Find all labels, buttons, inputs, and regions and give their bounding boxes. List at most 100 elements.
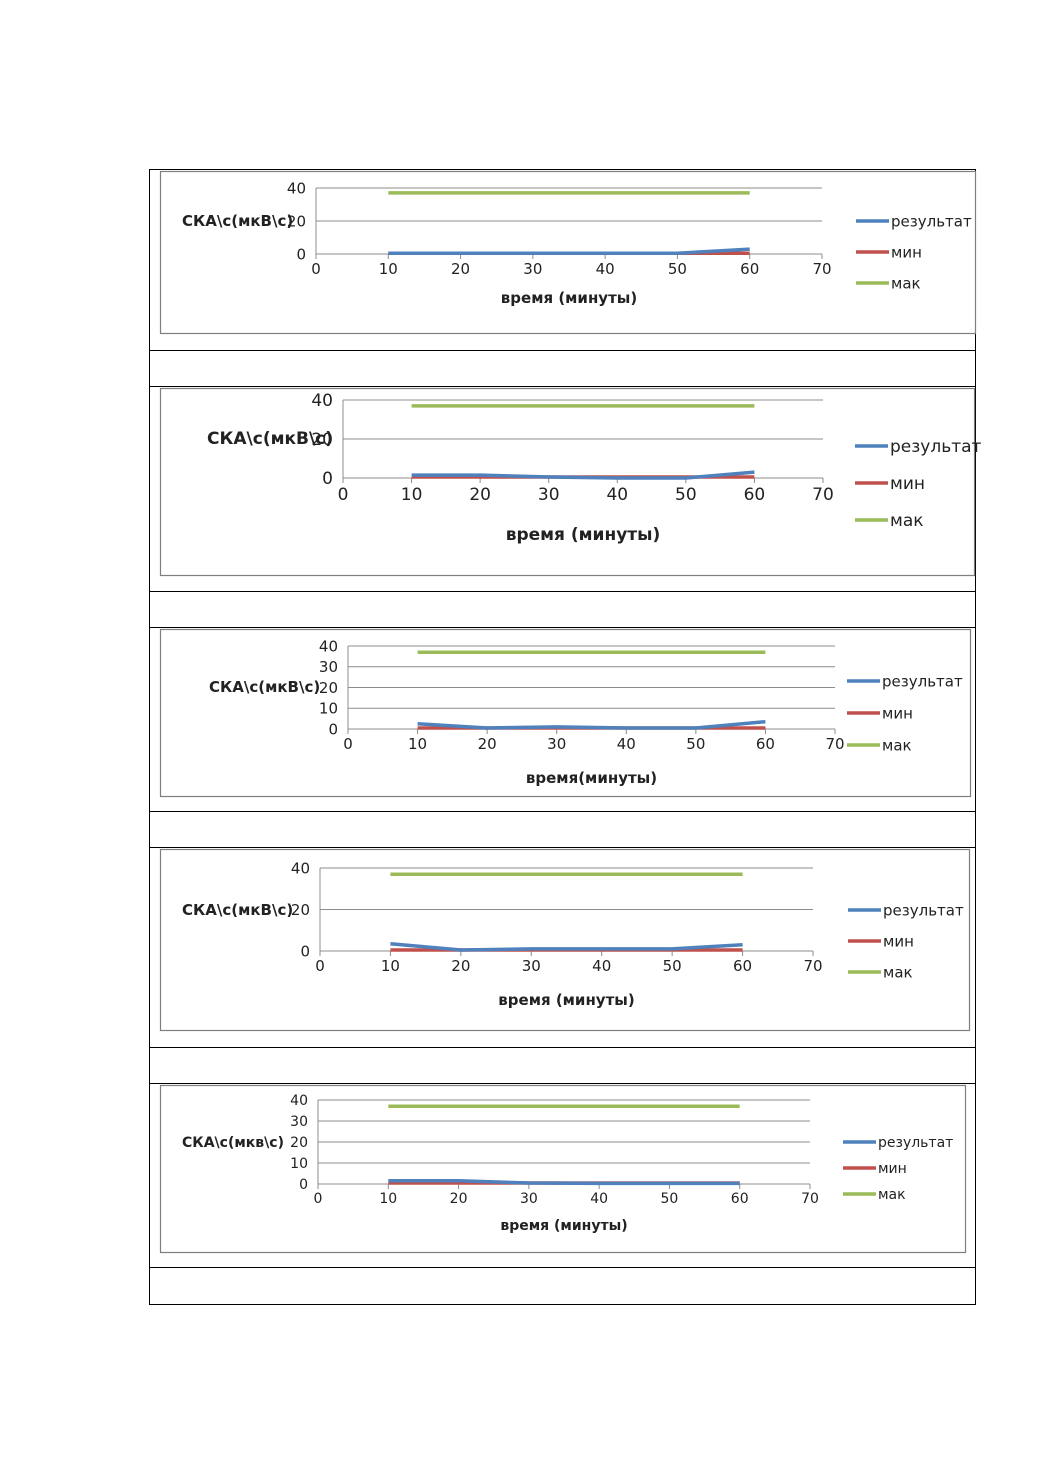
x-axis-title: время (минуты) — [501, 289, 637, 307]
legend-label: мин — [883, 932, 914, 950]
x-tick-label: 20 — [450, 1191, 468, 1207]
x-tick-label: 10 — [379, 1191, 397, 1207]
y-tick-label: 0 — [322, 469, 333, 489]
y-tick-label: 0 — [296, 245, 306, 263]
legend-label: мак — [891, 274, 921, 292]
x-tick-label: 60 — [731, 1191, 749, 1207]
legend-label: мак — [882, 736, 912, 754]
x-tick-label: 50 — [663, 957, 682, 975]
table-frame — [149, 169, 976, 1305]
series-line-result — [390, 941, 743, 952]
legend-label: мак — [878, 1187, 906, 1203]
x-tick-label: 20 — [451, 260, 470, 278]
x-tick-label: 60 — [740, 260, 759, 278]
chart-1: 0 20 40 0 10 20 30 40 50 60 70 СКА\с(мкВ\с) время (м… — [159, 170, 977, 335]
x-tick-label: 50 — [668, 260, 687, 278]
x-tick-label: 60 — [733, 957, 752, 975]
x-tick-label: 60 — [744, 485, 766, 505]
x-tick-label: 20 — [469, 485, 491, 505]
x-tick-label: 30 — [520, 1191, 538, 1207]
y-axis-title: СКА\с(мкВ\с) — [182, 212, 293, 230]
legend-label: результат — [891, 212, 972, 230]
y-axis-title: СКА\с(мкВ\с) — [209, 678, 320, 696]
legend-label: мин — [878, 1161, 907, 1177]
x-tick-label: 0 — [311, 260, 321, 278]
series-line-result — [388, 1179, 740, 1186]
x-tick-label: 50 — [686, 735, 705, 753]
series-line-result — [388, 247, 750, 255]
x-tick-label: 10 — [379, 260, 398, 278]
x-tick-label: 70 — [825, 735, 844, 753]
legend-label: мак — [890, 511, 924, 531]
legend-label: результат — [883, 901, 964, 919]
legend-label: результат — [882, 672, 963, 690]
y-tick-label: 10 — [290, 1156, 308, 1172]
y-axis-title: СКА\с(мкВ\с) — [207, 429, 333, 449]
x-tick-label: 70 — [812, 485, 834, 505]
x-tick-label: 0 — [314, 1191, 323, 1207]
series-line-result — [411, 470, 755, 480]
y-tick-label: 40 — [287, 179, 306, 197]
chart-frame — [159, 387, 976, 577]
x-tick-label: 30 — [522, 957, 541, 975]
x-axis-title: время (минуты) — [506, 525, 661, 545]
x-tick-label: 0 — [343, 735, 353, 753]
y-tick-label: 40 — [311, 391, 333, 411]
x-tick-label: 40 — [592, 957, 611, 975]
y-tick-label: 30 — [290, 1114, 308, 1130]
y-tick-label: 20 — [319, 679, 338, 697]
y-tick-label: 20 — [311, 430, 333, 450]
x-tick-label: 0 — [338, 485, 349, 505]
y-tick-label: 20 — [291, 901, 310, 919]
y-tick-label: 40 — [290, 1093, 308, 1109]
x-tick-label: 50 — [675, 485, 697, 505]
x-tick-label: 40 — [596, 260, 615, 278]
x-axis-title: время (минуты) — [500, 1218, 627, 1234]
x-tick-label: 10 — [381, 957, 400, 975]
y-tick-label: 20 — [290, 1135, 308, 1151]
legend-label: результат — [878, 1135, 953, 1151]
x-tick-label: 30 — [538, 485, 560, 505]
legend-label: мин — [891, 243, 922, 261]
legend-label: мак — [883, 963, 913, 981]
x-tick-label: 40 — [606, 485, 628, 505]
x-tick-label: 40 — [617, 735, 636, 753]
y-tick-label: 0 — [299, 1177, 308, 1193]
x-tick-label: 70 — [803, 957, 822, 975]
chart-4: 0 20 40 0 10 20 30 40 50 60 70 СКА\с(мкВ\с) время (м… — [159, 848, 971, 1032]
chart-3: 0 10 20 30 40 0 10 20 30 40 50 60 70 СКА\с(мкВ\с) врем… — [159, 628, 972, 798]
x-tick-label: 30 — [523, 260, 542, 278]
y-axis-title: СКА\с(мкв\с) — [182, 1135, 284, 1151]
y-tick-label: 0 — [328, 720, 338, 738]
chart-frame — [159, 848, 971, 1032]
x-tick-label: 30 — [547, 735, 566, 753]
y-axis-title: СКА\с(мкВ\с) — [182, 901, 293, 919]
x-tick-label: 70 — [801, 1191, 819, 1207]
y-tick-label: 0 — [300, 942, 310, 960]
x-tick-label: 20 — [478, 735, 497, 753]
chart-2: 0 20 40 0 10 20 30 40 50 60 70 СКА\с(мкВ\с) время (м… — [159, 387, 982, 577]
series-line-result — [417, 719, 766, 730]
y-tick-label: 40 — [319, 637, 338, 655]
chart-frame — [159, 1084, 967, 1254]
x-tick-label: 10 — [408, 735, 427, 753]
x-tick-label: 0 — [315, 957, 325, 975]
y-tick-label: 20 — [287, 212, 306, 230]
x-tick-label: 60 — [756, 735, 775, 753]
x-tick-label: 10 — [401, 485, 423, 505]
x-tick-label: 70 — [812, 260, 831, 278]
chart-5: 0 10 20 30 40 0 10 20 30 40 50 60 70 СКА\с(мкв\с) врем… — [159, 1084, 967, 1254]
y-tick-label: 40 — [291, 859, 310, 877]
x-tick-label: 40 — [590, 1191, 608, 1207]
y-tick-label: 30 — [319, 658, 338, 676]
x-axis-title: время(минуты) — [526, 769, 657, 787]
legend-label: мин — [890, 474, 925, 494]
legend-label: мин — [882, 704, 913, 722]
chart-frame — [159, 628, 972, 798]
y-tick-label: 10 — [319, 700, 338, 718]
legend-label: результат — [890, 437, 982, 457]
x-tick-label: 50 — [661, 1191, 679, 1207]
x-tick-label: 20 — [451, 957, 470, 975]
charts-layer: 0 20 40 0 10 20 30 40 50 60 70 СКА\с(мкВ\с) время (м… — [159, 170, 982, 1254]
